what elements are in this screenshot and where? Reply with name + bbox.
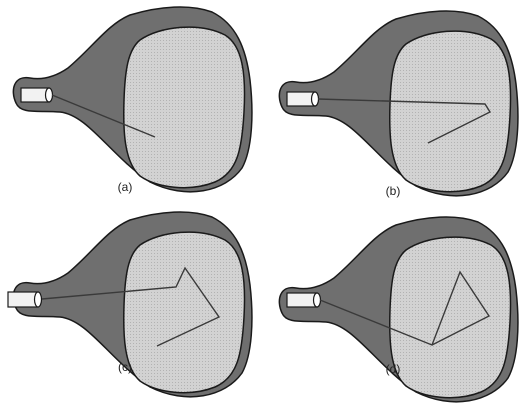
beam-path [51,94,156,138]
crt-screen [122,231,246,394]
crt-screen [122,26,246,189]
crt-panel-b [278,10,519,197]
beam-path [41,266,221,347]
electron-gun-icon [286,292,322,308]
panel-label-d: (d) [385,362,401,376]
panel-label-a: (a) [117,180,133,194]
panel-label-c: (c) [118,360,132,374]
crt-panel-c [7,211,253,398]
beam-path [319,270,491,346]
electron-gun-icon [20,87,54,103]
crt-panel-d [278,216,519,403]
crt-panel-a [12,6,253,193]
electron-gun-icon [286,91,320,107]
beam-path [317,98,492,144]
panel-label-b: (b) [385,184,401,198]
crt-screen [388,236,512,399]
crt-screen [388,30,512,193]
electron-gun-icon [7,291,43,308]
